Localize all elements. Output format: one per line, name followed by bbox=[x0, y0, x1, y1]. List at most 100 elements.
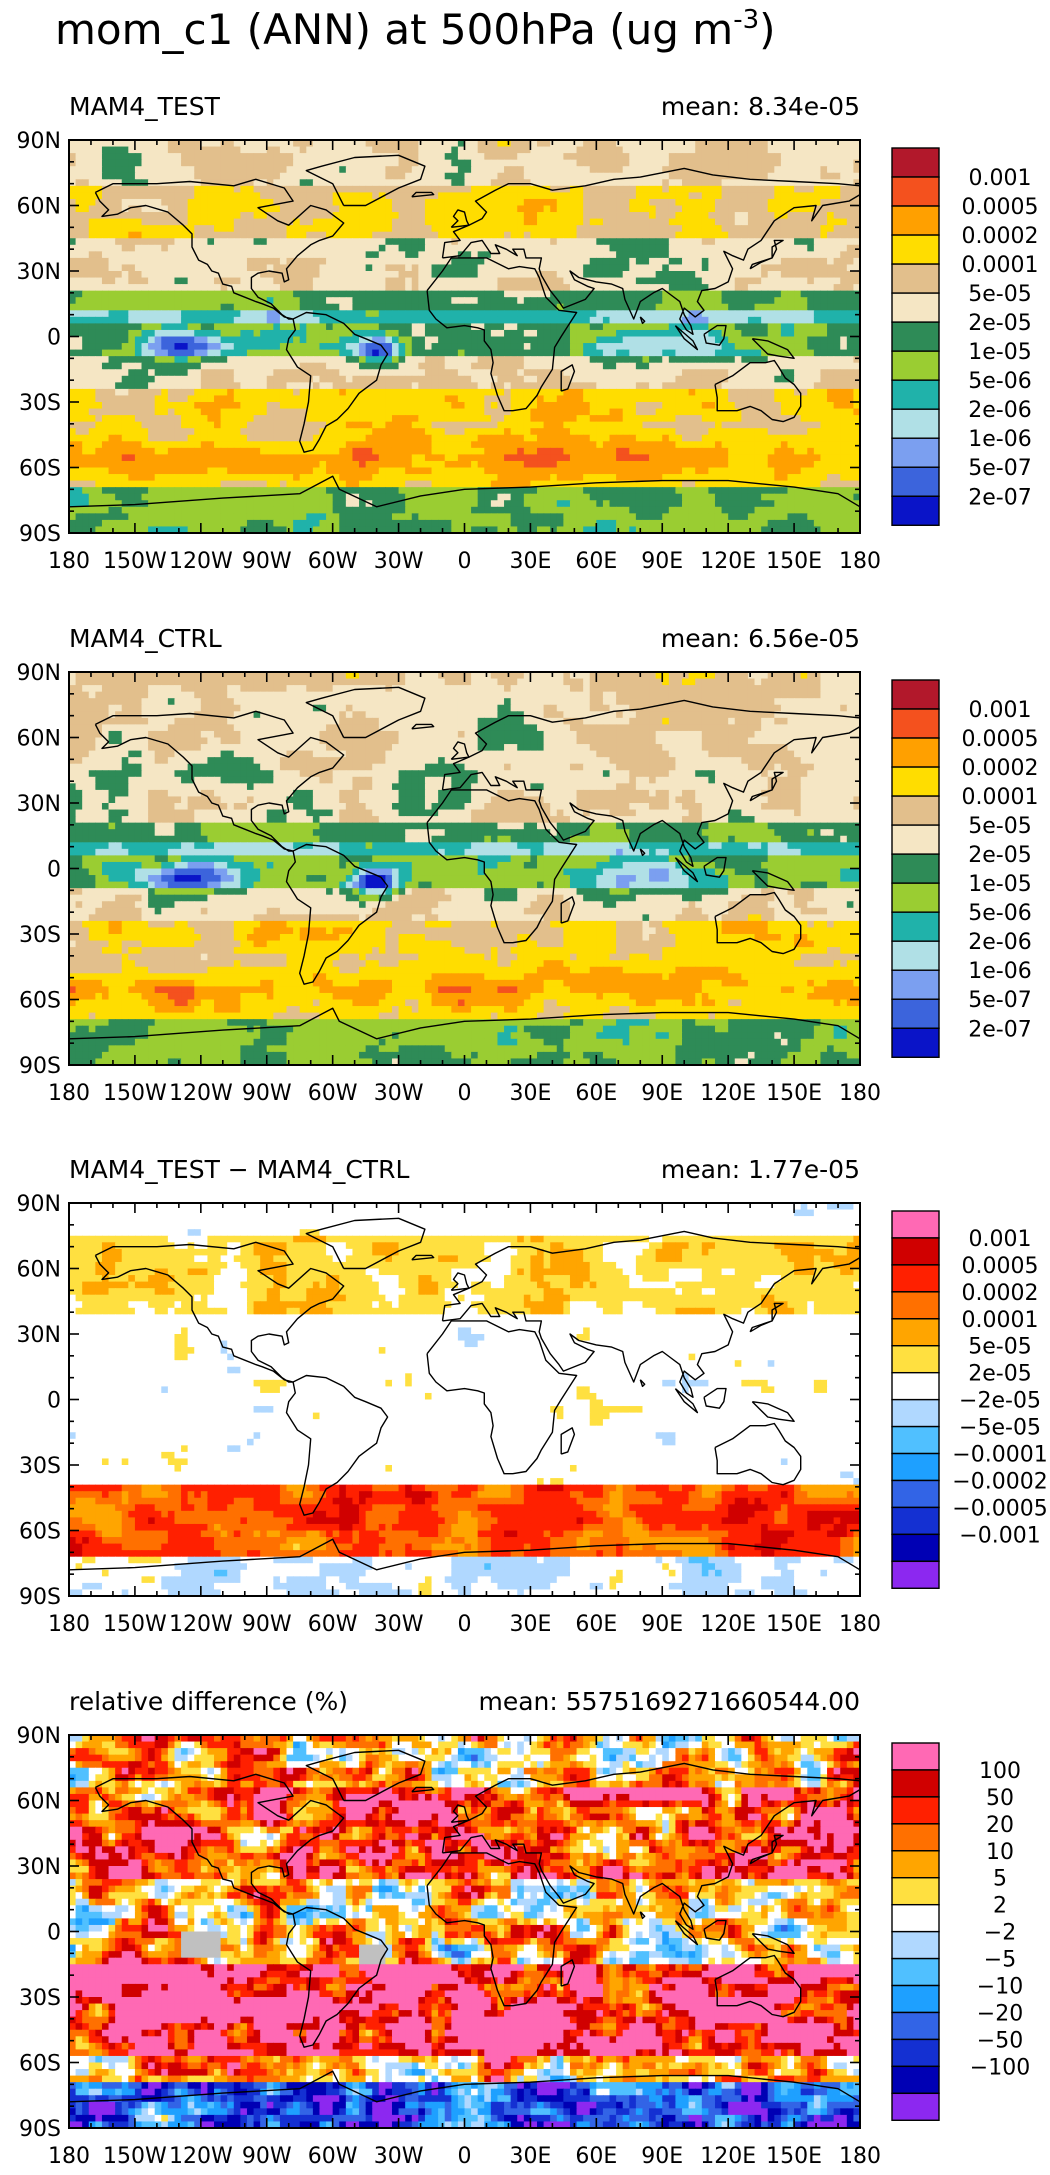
field-cell bbox=[385, 304, 392, 311]
field-cell bbox=[458, 264, 465, 271]
field-cell bbox=[840, 160, 847, 167]
field-cell bbox=[735, 160, 742, 167]
field-cell bbox=[530, 192, 537, 199]
field-cell bbox=[313, 199, 320, 206]
field-cell bbox=[623, 179, 630, 186]
field-cell bbox=[168, 271, 175, 278]
field-cell bbox=[702, 278, 709, 285]
field-cell bbox=[781, 199, 788, 206]
field-cell bbox=[313, 212, 320, 219]
field-cell bbox=[155, 278, 162, 285]
field-cell bbox=[306, 278, 313, 285]
field-cell bbox=[451, 199, 458, 206]
field-cell bbox=[458, 192, 465, 199]
field-cell bbox=[603, 245, 610, 252]
field-cell bbox=[174, 160, 181, 167]
field-cell bbox=[69, 225, 76, 232]
field-cell bbox=[102, 153, 109, 160]
field-cell bbox=[352, 284, 359, 291]
field-cell bbox=[794, 232, 801, 239]
field-cell bbox=[432, 179, 439, 186]
field-cell bbox=[491, 166, 498, 173]
field-cell bbox=[465, 173, 472, 180]
field-cell bbox=[471, 264, 478, 271]
field-cell bbox=[801, 284, 808, 291]
field-cell bbox=[405, 192, 412, 199]
field-cell bbox=[95, 264, 102, 271]
panel-title: MAM4_TEST bbox=[69, 92, 221, 121]
field-cell bbox=[623, 264, 630, 271]
field-cell bbox=[240, 140, 247, 147]
field-cell bbox=[333, 271, 340, 278]
field-cell bbox=[122, 304, 129, 311]
field-cell bbox=[425, 264, 432, 271]
field-cell bbox=[715, 291, 722, 298]
field-cell bbox=[148, 278, 155, 285]
field-cell bbox=[227, 166, 234, 173]
field-cell bbox=[319, 264, 326, 271]
field-cell bbox=[432, 212, 439, 219]
field-cell bbox=[484, 186, 491, 193]
field-cell bbox=[115, 153, 122, 160]
field-cell bbox=[432, 297, 439, 304]
field-cell bbox=[623, 232, 630, 239]
field-cell bbox=[563, 199, 570, 206]
field-cell bbox=[89, 238, 96, 245]
field-cell bbox=[511, 297, 518, 304]
field-cell bbox=[708, 212, 715, 219]
field-cell bbox=[188, 278, 195, 285]
field-cell bbox=[445, 212, 452, 219]
field-cell bbox=[451, 173, 458, 180]
field-cell bbox=[702, 206, 709, 213]
field-cell bbox=[76, 186, 83, 193]
field-cell bbox=[563, 219, 570, 226]
field-cell bbox=[715, 258, 722, 265]
field-cell bbox=[524, 297, 531, 304]
field-cell bbox=[174, 245, 181, 252]
field-cell bbox=[280, 192, 287, 199]
field-cell bbox=[827, 166, 834, 173]
field-cell bbox=[642, 153, 649, 160]
field-cell bbox=[794, 238, 801, 245]
field-cell bbox=[102, 310, 109, 317]
field-cell bbox=[432, 245, 439, 252]
field-cell bbox=[82, 232, 89, 239]
field-cell bbox=[708, 179, 715, 186]
field-cell bbox=[293, 271, 300, 278]
field-cell bbox=[379, 160, 386, 167]
field-cell bbox=[741, 271, 748, 278]
panel-mean-label: mean: 8.34e-05 bbox=[661, 92, 860, 121]
field-cell bbox=[478, 297, 485, 304]
field-cell bbox=[359, 238, 366, 245]
field-cell bbox=[194, 219, 201, 226]
field-cell bbox=[379, 297, 386, 304]
field-cell bbox=[181, 166, 188, 173]
field-cell bbox=[194, 206, 201, 213]
field-cell bbox=[333, 147, 340, 154]
field-cell bbox=[76, 192, 83, 199]
field-cell bbox=[524, 186, 531, 193]
field-cell bbox=[148, 238, 155, 245]
field-cell bbox=[247, 225, 254, 232]
field-cell bbox=[300, 304, 307, 311]
field-cell bbox=[445, 284, 452, 291]
field-cell bbox=[273, 192, 280, 199]
field-cell bbox=[69, 160, 76, 167]
field-cell bbox=[128, 212, 135, 219]
field-cell bbox=[728, 160, 735, 167]
field-cell bbox=[550, 140, 557, 147]
field-cell bbox=[577, 212, 584, 219]
field-cell bbox=[326, 153, 333, 160]
field-cell bbox=[616, 192, 623, 199]
field-cell bbox=[768, 199, 775, 206]
field-cell bbox=[405, 297, 412, 304]
field-cell bbox=[465, 166, 472, 173]
field-cell bbox=[313, 232, 320, 239]
field-cell bbox=[168, 219, 175, 226]
field-cell bbox=[847, 245, 854, 252]
field-cell bbox=[497, 284, 504, 291]
field-cell bbox=[438, 206, 445, 213]
field-cell bbox=[478, 160, 485, 167]
field-cell bbox=[319, 166, 326, 173]
field-cell bbox=[748, 232, 755, 239]
